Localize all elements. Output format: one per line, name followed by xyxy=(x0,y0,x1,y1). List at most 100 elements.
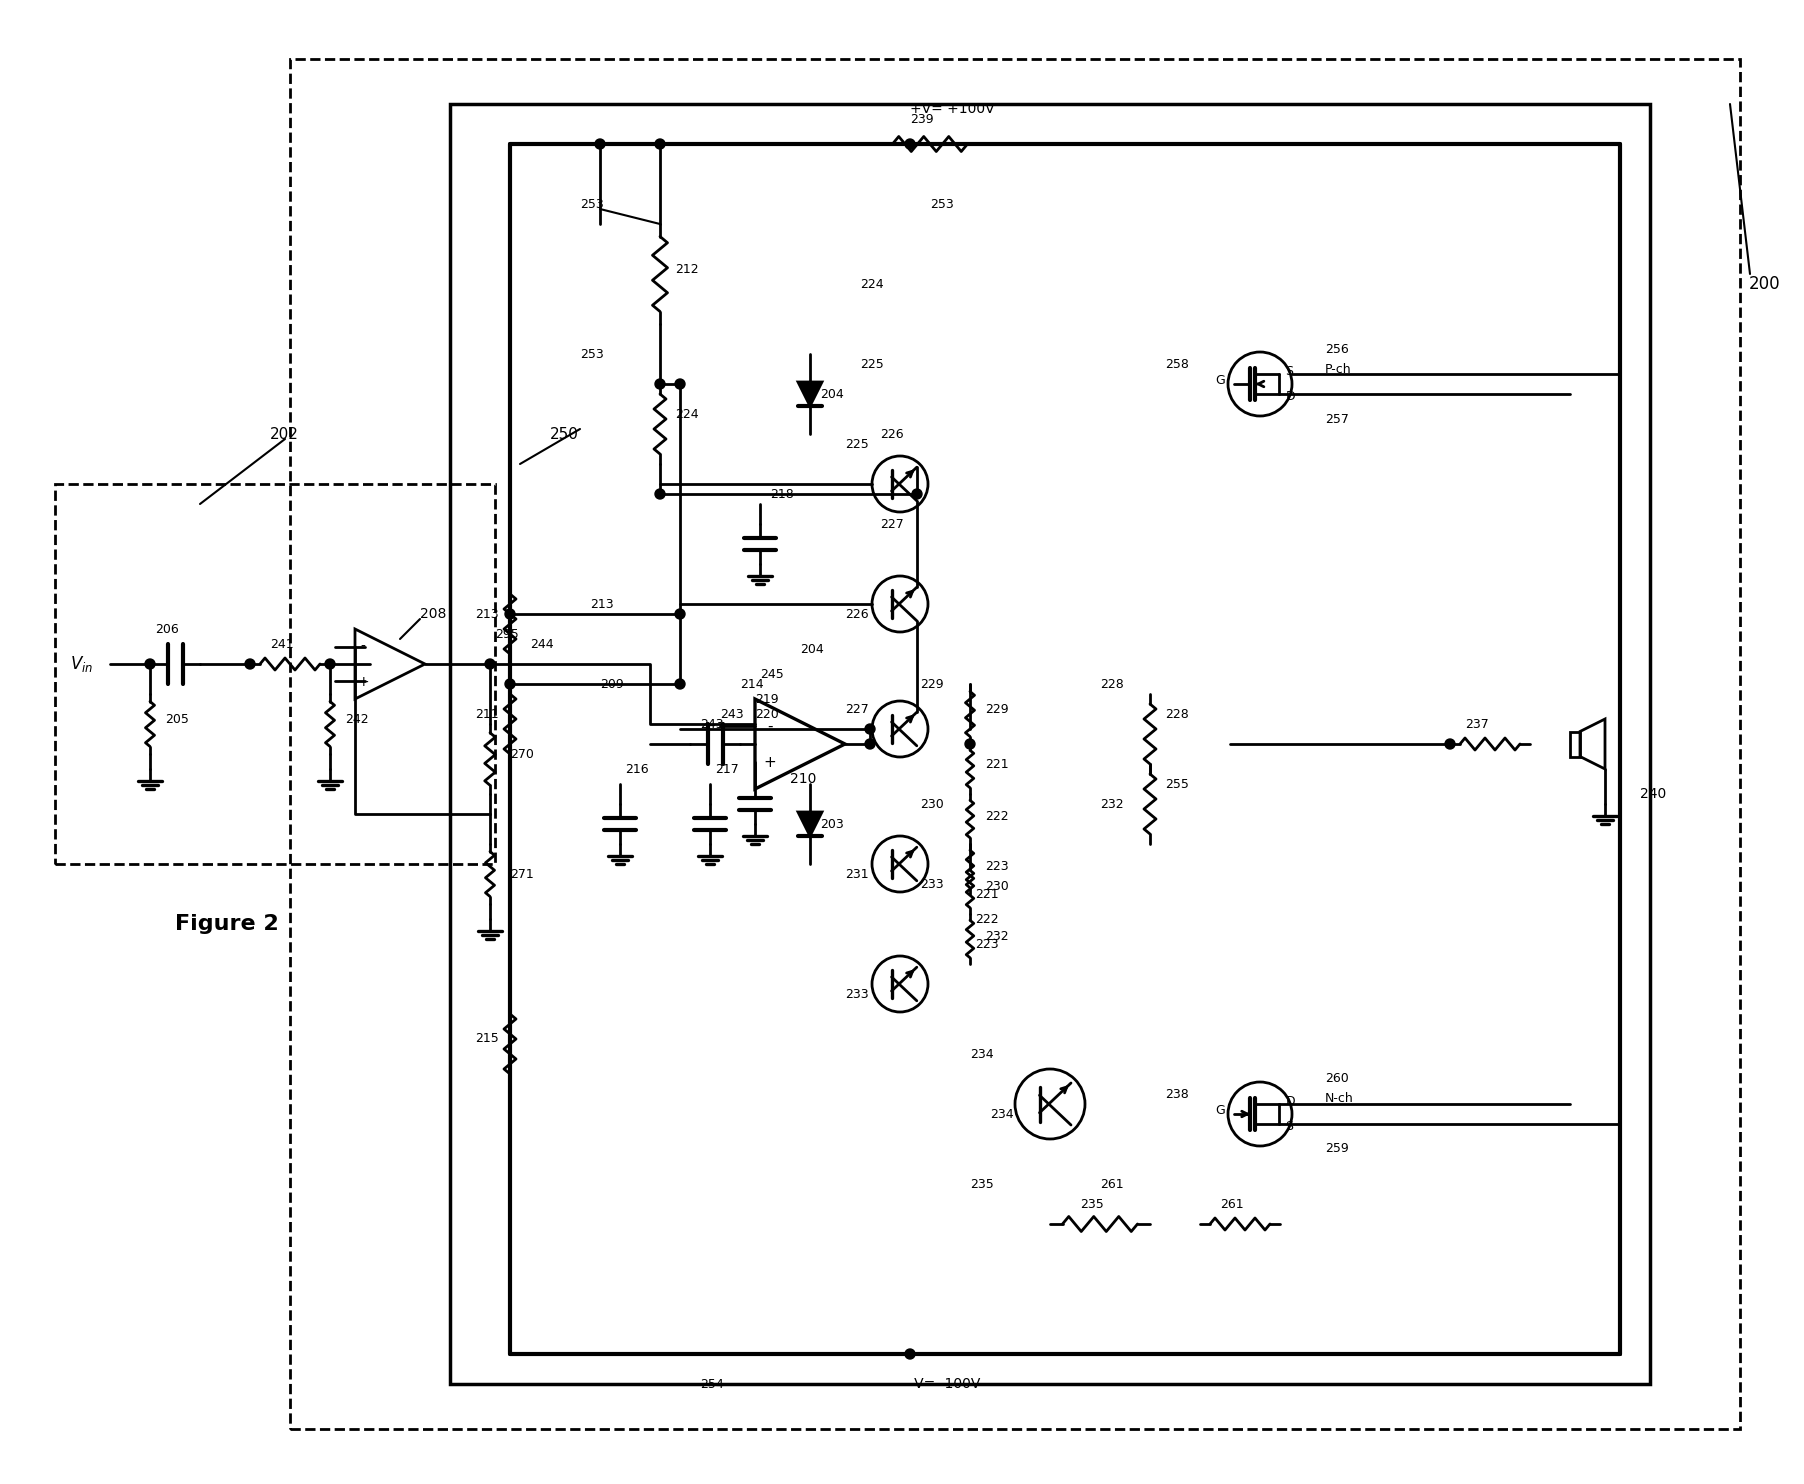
Text: 244: 244 xyxy=(530,638,554,650)
Text: 235: 235 xyxy=(971,1177,994,1190)
Circle shape xyxy=(595,139,604,148)
Circle shape xyxy=(675,608,686,619)
Text: 227: 227 xyxy=(880,518,904,530)
Text: 222: 222 xyxy=(985,809,1008,822)
Text: 230: 230 xyxy=(985,880,1008,892)
Text: 205: 205 xyxy=(164,712,189,726)
Polygon shape xyxy=(797,381,823,407)
Circle shape xyxy=(1445,739,1456,749)
Text: 203: 203 xyxy=(821,818,844,831)
Text: 221: 221 xyxy=(985,757,1008,770)
Text: G: G xyxy=(1216,1104,1225,1117)
Circle shape xyxy=(913,490,922,499)
Text: 255: 255 xyxy=(1165,778,1189,791)
Text: 230: 230 xyxy=(920,797,943,810)
Text: 214: 214 xyxy=(740,678,763,690)
Text: 206: 206 xyxy=(155,622,179,635)
Text: 219: 219 xyxy=(756,693,779,705)
Text: 259: 259 xyxy=(1324,1143,1349,1156)
Text: 239: 239 xyxy=(909,113,934,126)
Text: 241: 241 xyxy=(271,638,294,650)
Text: 233: 233 xyxy=(844,987,868,1000)
Text: 212: 212 xyxy=(675,263,698,276)
Bar xyxy=(290,59,1741,1429)
Text: 224: 224 xyxy=(861,278,884,291)
Circle shape xyxy=(655,378,666,389)
Text: G: G xyxy=(1216,374,1225,387)
Text: 271: 271 xyxy=(511,868,534,880)
Text: 253: 253 xyxy=(931,197,954,211)
Circle shape xyxy=(655,490,666,499)
Text: 200: 200 xyxy=(1748,275,1781,292)
Text: 295: 295 xyxy=(494,628,520,641)
Circle shape xyxy=(245,659,254,669)
Text: 235: 235 xyxy=(1081,1198,1104,1211)
Text: 238: 238 xyxy=(1165,1088,1189,1101)
Text: 216: 216 xyxy=(624,763,649,776)
Text: 226: 226 xyxy=(880,427,904,441)
Circle shape xyxy=(864,724,875,735)
Text: 232: 232 xyxy=(1100,797,1124,810)
Text: 213: 213 xyxy=(590,598,613,610)
Text: 229: 229 xyxy=(985,702,1008,715)
Text: 215: 215 xyxy=(474,1033,498,1046)
Polygon shape xyxy=(797,812,823,835)
Text: 256: 256 xyxy=(1324,343,1349,356)
Text: 225: 225 xyxy=(861,358,884,371)
Bar xyxy=(449,104,1651,1385)
Text: 208: 208 xyxy=(420,607,446,620)
Text: -: - xyxy=(767,718,772,733)
Text: 258: 258 xyxy=(1165,358,1189,371)
Text: 254: 254 xyxy=(700,1377,723,1391)
Circle shape xyxy=(906,1349,915,1359)
Text: S: S xyxy=(1286,1120,1293,1134)
Text: -V= -100V: -V= -100V xyxy=(909,1377,980,1391)
Text: 260: 260 xyxy=(1324,1073,1349,1085)
Text: D: D xyxy=(1286,390,1295,404)
Circle shape xyxy=(675,378,686,389)
Text: 232: 232 xyxy=(985,929,1008,942)
Text: 237: 237 xyxy=(1465,717,1488,730)
Text: 229: 229 xyxy=(920,678,943,690)
Text: 243: 243 xyxy=(720,708,743,721)
Circle shape xyxy=(675,680,686,689)
Text: 209: 209 xyxy=(601,678,624,690)
Text: 218: 218 xyxy=(770,488,794,500)
Circle shape xyxy=(485,659,494,669)
Bar xyxy=(54,484,494,864)
Circle shape xyxy=(505,680,514,689)
Text: P-ch: P-ch xyxy=(1324,362,1351,375)
Text: 270: 270 xyxy=(511,748,534,760)
Text: +: + xyxy=(763,754,776,770)
Circle shape xyxy=(906,139,915,148)
Bar xyxy=(1569,732,1580,757)
Text: 223: 223 xyxy=(985,859,1008,873)
Text: 220: 220 xyxy=(756,708,779,721)
Circle shape xyxy=(965,739,974,749)
Text: 250: 250 xyxy=(550,426,579,442)
Text: S: S xyxy=(1286,365,1293,378)
Text: 217: 217 xyxy=(714,763,740,776)
Text: 223: 223 xyxy=(974,938,999,950)
Text: 228: 228 xyxy=(1100,678,1124,690)
Text: 211: 211 xyxy=(474,708,498,721)
Text: 226: 226 xyxy=(844,607,868,620)
Text: 234: 234 xyxy=(971,1048,994,1061)
Text: 224: 224 xyxy=(675,408,698,420)
Text: 231: 231 xyxy=(844,868,868,880)
Text: 245: 245 xyxy=(759,668,783,681)
Text: 240: 240 xyxy=(1640,787,1667,801)
Circle shape xyxy=(655,139,666,148)
Text: 233: 233 xyxy=(920,877,943,890)
Circle shape xyxy=(144,659,155,669)
Text: D: D xyxy=(1286,1095,1295,1107)
Text: Figure 2: Figure 2 xyxy=(175,914,280,933)
Text: 253: 253 xyxy=(581,347,604,361)
Text: 222: 222 xyxy=(974,913,999,926)
Text: 213: 213 xyxy=(474,607,498,620)
Text: 227: 227 xyxy=(844,702,870,715)
Circle shape xyxy=(325,659,336,669)
Text: 242: 242 xyxy=(345,712,368,726)
Text: -: - xyxy=(361,640,366,653)
Text: $V_{in}$: $V_{in}$ xyxy=(70,654,94,674)
